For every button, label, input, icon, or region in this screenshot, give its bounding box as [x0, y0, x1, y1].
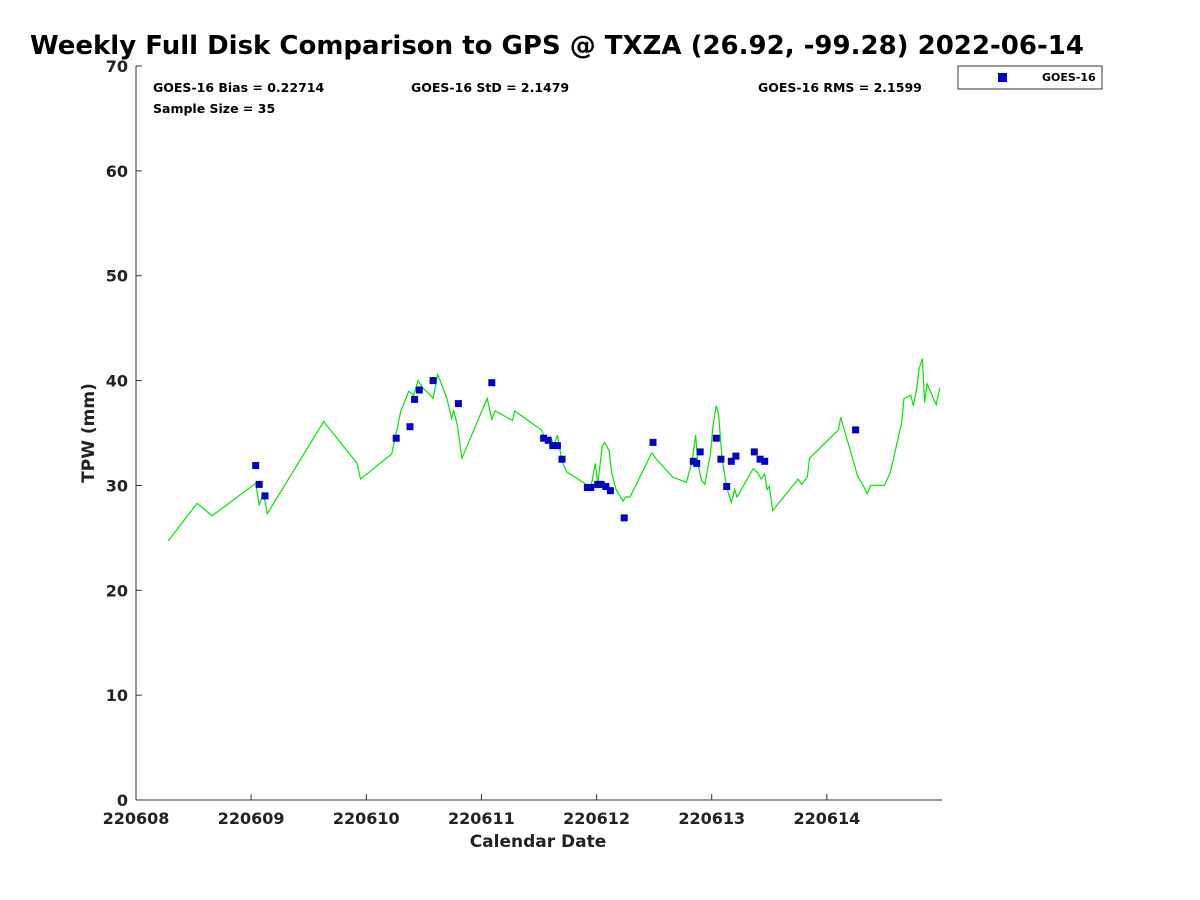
data-point	[723, 483, 731, 490]
data-point	[732, 452, 740, 460]
data-point	[392, 434, 400, 442]
data-point	[649, 438, 657, 446]
data-point	[411, 395, 419, 403]
legend-marker-goes16	[998, 73, 1007, 82]
chart-title: Weekly Full Disk Comparison to GPS @ TXZ…	[30, 31, 1084, 61]
data-point	[454, 400, 462, 408]
data-point	[852, 426, 860, 434]
data-point	[540, 434, 548, 442]
data-point	[602, 483, 610, 490]
data-point	[488, 379, 496, 387]
data-point	[606, 487, 614, 495]
y-tick-label: 40	[106, 372, 128, 391]
y-tick-label: 30	[106, 476, 128, 495]
data-point	[549, 442, 557, 450]
x-tick-label: 220608	[103, 809, 170, 828]
data-point	[252, 462, 260, 469]
data-point	[620, 514, 628, 522]
data-point	[587, 484, 595, 491]
x-tick-label: 220610	[333, 809, 400, 828]
x-tick-label: 220609	[218, 809, 285, 828]
data-point	[717, 455, 725, 463]
data-point	[693, 459, 701, 467]
x-tick-label: 220613	[678, 809, 745, 828]
series-line	[167, 358, 941, 542]
data-point	[415, 386, 423, 394]
x-tick-label: 220611	[448, 809, 515, 828]
stat-std: GOES-16 StD = 2.1479	[411, 80, 569, 95]
data-point	[429, 377, 437, 385]
data-point	[255, 480, 263, 488]
data-point	[750, 448, 758, 456]
data-point	[544, 436, 552, 444]
legend-label-goes16: GOES-16	[1042, 71, 1096, 84]
data-point	[597, 480, 605, 488]
data-point	[727, 457, 735, 465]
data-point	[406, 423, 414, 431]
y-axis-ticks: 0 10 20 30 40 50 60 70	[106, 57, 142, 810]
data-point	[261, 492, 269, 500]
data-point	[761, 457, 769, 465]
data-point	[712, 434, 720, 442]
y-tick-label: 50	[106, 267, 128, 286]
x-tick-label: 220614	[793, 809, 860, 828]
legend: GOES-16	[957, 65, 1103, 90]
data-point	[756, 455, 764, 463]
stat-rms: GOES-16 RMS = 2.1599	[758, 80, 922, 95]
y-tick-label: 0	[117, 791, 128, 810]
y-tick-label: 20	[106, 581, 128, 600]
y-tick-label: 70	[106, 57, 128, 76]
y-axis-label: TPW (mm)	[79, 383, 99, 483]
data-point	[696, 448, 704, 456]
stat-bias: GOES-16 Bias = 0.22714	[153, 80, 324, 95]
x-axis-ticks: 220608 220609 220610 220611 220612 220613 2206…	[103, 794, 860, 828]
x-tick-label: 220612	[563, 809, 630, 828]
x-axis-label: Calendar Date	[470, 832, 607, 852]
y-tick-label: 60	[106, 162, 128, 181]
series-layer	[167, 358, 941, 542]
legend-box	[957, 65, 1103, 90]
stat-sample-size: Sample Size = 35	[153, 101, 275, 116]
y-tick-label: 10	[106, 686, 128, 705]
data-point	[558, 455, 566, 463]
data-point	[553, 442, 561, 450]
